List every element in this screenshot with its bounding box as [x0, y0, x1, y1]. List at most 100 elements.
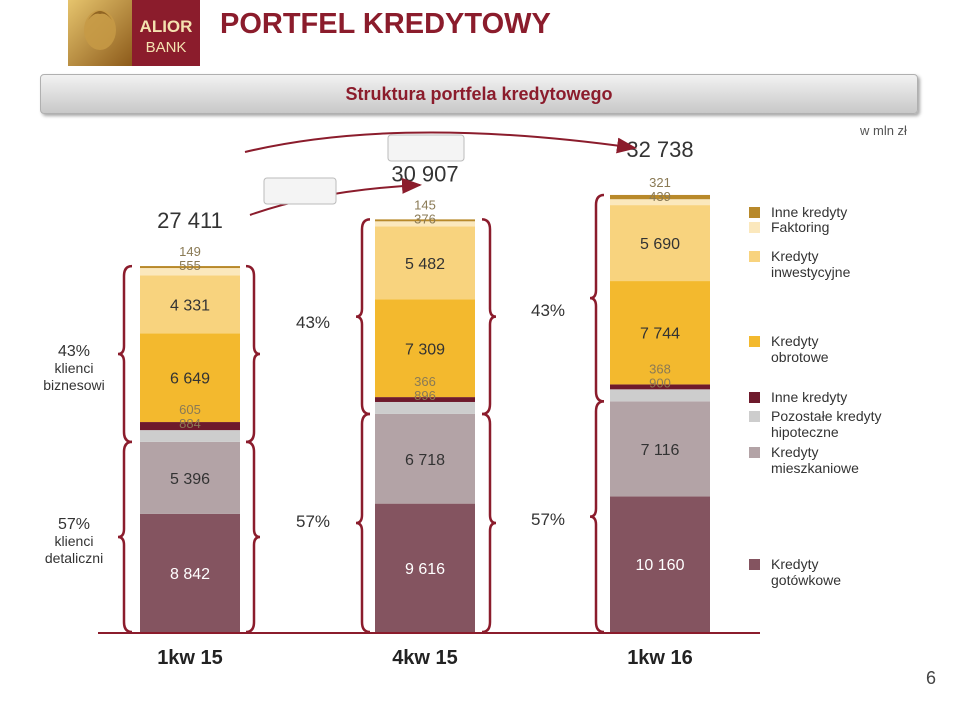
svg-text:BANK: BANK — [146, 39, 187, 56]
legend-swatch — [749, 559, 760, 570]
segment-value-label: 6 649 — [170, 371, 210, 388]
bar-segment — [140, 430, 240, 442]
segment-value-label: 5 690 — [640, 236, 680, 253]
business-group-label-line2: biznesowi — [43, 377, 104, 393]
segment-value-label: 555 — [179, 258, 201, 273]
segment-value-label: 896 — [414, 388, 436, 403]
retail-group-label-pct: 57% — [58, 516, 90, 533]
segment-value-label: 5 482 — [405, 256, 445, 273]
business-group-label-line1: klienci — [55, 360, 94, 376]
bar-total-label: 32 738 — [626, 137, 693, 162]
segment-value-label: 7 116 — [641, 442, 680, 459]
bar-segment — [375, 401, 475, 414]
segment-value-label: 10 160 — [636, 557, 685, 574]
bar-segment — [375, 221, 475, 227]
segment-value-label: 7 309 — [405, 341, 445, 358]
bracket-retail-1-right — [245, 440, 261, 634]
units-label: w mln zł — [860, 123, 907, 138]
segment-value-label: 149 — [179, 244, 201, 259]
legend-swatch — [749, 222, 760, 233]
retail-group-label-line2: detaliczni — [45, 550, 103, 566]
legend-label-line: hipoteczne — [771, 424, 839, 440]
segment-value-label: 145 — [414, 197, 436, 212]
legend-swatch — [749, 251, 760, 262]
legend-label-line: Inne kredyty — [771, 389, 847, 405]
bracket-business-2-right — [481, 218, 497, 416]
bar-segment — [140, 422, 240, 431]
legend-label-line: mieszkaniowe — [771, 460, 859, 476]
bar-segment — [140, 513, 240, 632]
bar-segment — [610, 389, 710, 402]
legend-swatch — [749, 392, 760, 403]
bar-segment — [140, 441, 240, 514]
bar-segment — [140, 275, 240, 334]
segment-value-label: 366 — [414, 374, 436, 389]
bar-total-label: 30 907 — [391, 161, 458, 186]
bar-segment — [610, 205, 710, 282]
business-pct-label-1: 43% — [296, 313, 330, 332]
segment-value-label: 4 331 — [170, 297, 210, 314]
segment-value-label: 5 396 — [170, 471, 210, 488]
legend-label-line: obrotowe — [771, 349, 829, 365]
bars-group — [140, 194, 710, 632]
bar-segment — [375, 413, 475, 504]
segment-value-label: 8 842 — [170, 566, 210, 583]
growth-arrow-19 — [244, 131, 637, 154]
legend-label-line: Pozostałe kredyty — [771, 408, 882, 424]
bar-segment — [610, 194, 710, 200]
legend-swatch — [749, 411, 760, 422]
legend-label: Kredyty gotówkowe — [771, 556, 841, 588]
bar-segment — [140, 333, 240, 423]
bar-segment — [610, 401, 710, 497]
segment-value-label: 9 616 — [405, 561, 445, 578]
bracket-retail-3 — [589, 400, 605, 634]
legend-label-line: Faktoring — [771, 219, 829, 235]
business-pct-label-2: 43% — [531, 301, 565, 320]
segment-value-label: 321 — [649, 175, 671, 190]
segment-value-label: 439 — [649, 189, 671, 204]
segment-value-label: 376 — [414, 211, 436, 226]
page-number: 6 — [926, 668, 937, 688]
bar-total-label: 27 411 — [157, 208, 223, 233]
legend-label: Kredyty inwestycyjne — [771, 248, 851, 280]
bar-segment — [610, 281, 710, 385]
x-tick-label: 1kw 15 — [157, 647, 223, 669]
bar-segment — [140, 268, 240, 276]
bar-segment — [140, 266, 240, 269]
retail-group-label-line1: klienci — [55, 533, 94, 549]
x-tick-label: 4kw 15 — [392, 647, 458, 669]
retail-pct-label-2: 57% — [531, 510, 565, 529]
legend-label-line: Inne kredyty — [771, 204, 847, 220]
legend-swatch — [749, 207, 760, 218]
segment-value-label: 368 — [649, 361, 671, 376]
bracket-business-3 — [589, 193, 605, 403]
segment-value-label: 884 — [179, 416, 201, 431]
bracket-business-2 — [355, 218, 371, 416]
brackets-group — [117, 131, 637, 634]
segment-value-label: 900 — [649, 375, 671, 390]
legend-label-line: Kredyty — [771, 444, 818, 460]
retail-pct-label-1: 57% — [296, 512, 330, 531]
legend-label: Pozostałe kredyty hipoteczne — [771, 408, 882, 440]
growth-badge-19 — [387, 134, 465, 162]
legend-label-line: Kredyty — [771, 333, 818, 349]
business-group-label-pct: 43% — [58, 343, 90, 360]
legend-swatch — [749, 447, 760, 458]
bracket-business-1 — [117, 264, 133, 444]
bar-segment — [610, 496, 710, 632]
bracket-retail-2 — [355, 412, 371, 634]
legend-label-line: inwestycyjne — [771, 264, 851, 280]
legend-label: Inne kredyty — [771, 204, 847, 220]
bar-segment — [375, 226, 475, 300]
bar-segment — [610, 384, 710, 390]
legend-label-line: Kredyty — [771, 556, 818, 572]
legend-label: Faktoring — [771, 219, 829, 235]
growth-badge-13 — [263, 177, 337, 205]
bar-segment — [375, 503, 475, 632]
bar-segment — [375, 299, 475, 398]
bar-segment — [610, 199, 710, 206]
legend-swatch — [749, 336, 760, 347]
x-axis-group: 1kw 15 4kw 15 1kw 16 — [98, 632, 760, 669]
